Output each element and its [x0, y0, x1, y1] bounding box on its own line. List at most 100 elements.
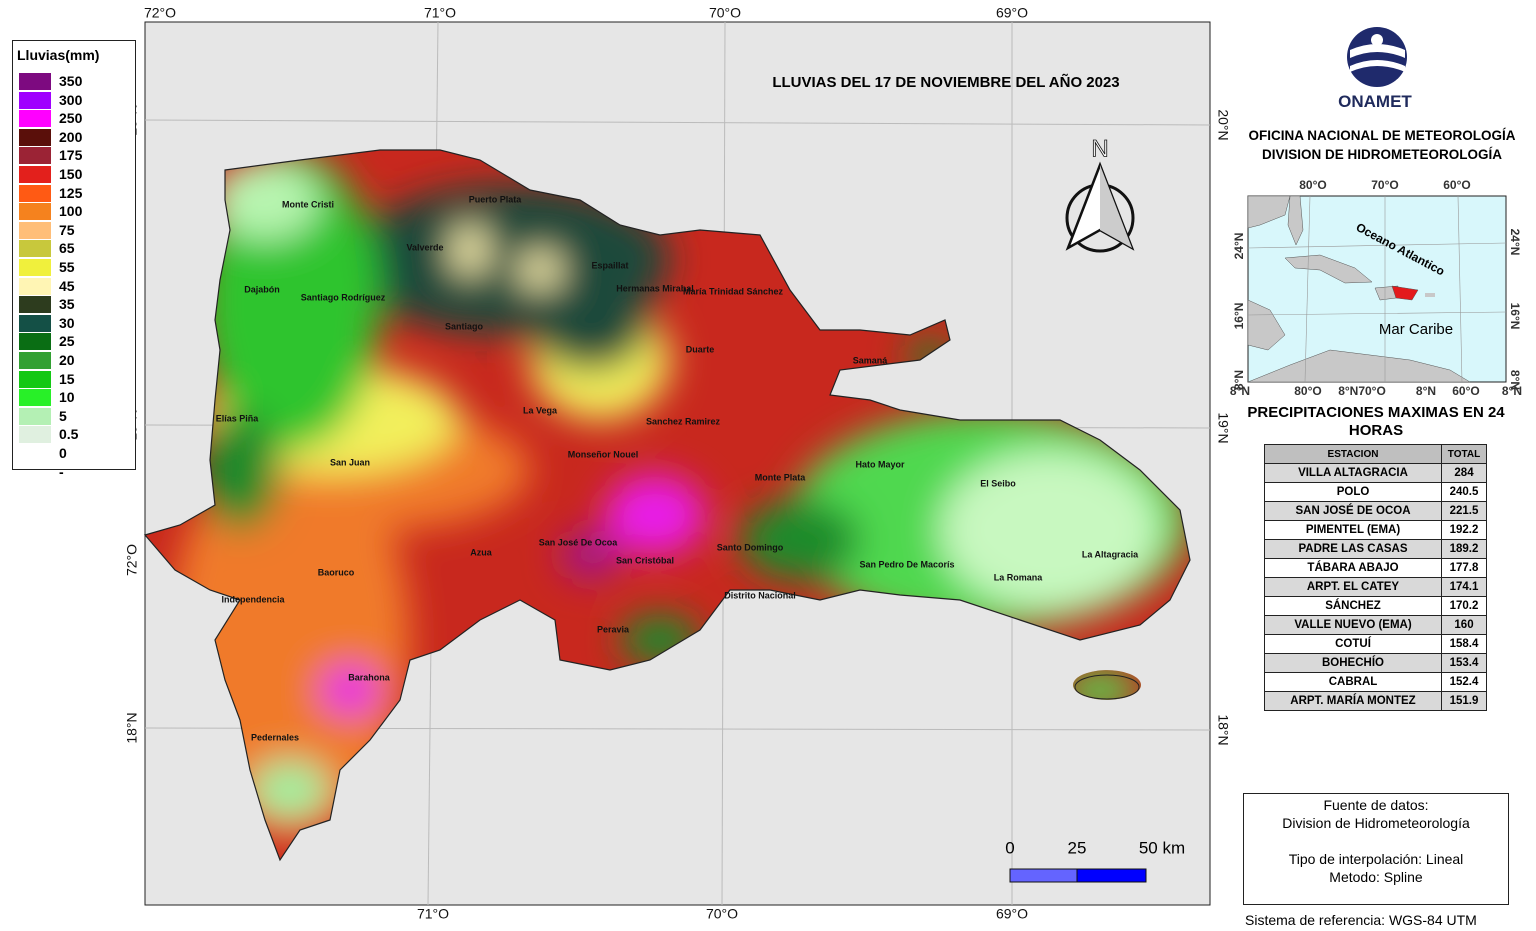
legend-label: 15 — [59, 370, 75, 387]
province-label: Pedernales — [251, 732, 299, 742]
station-cell: BOHECHÍO — [1264, 653, 1442, 673]
org-acronym: ONAMET — [1338, 92, 1412, 111]
table-row: POLO 240.5 — [1264, 482, 1487, 502]
legend-label: 0 — [59, 445, 67, 461]
legend-swatch — [19, 166, 51, 183]
province-label: La Altagracia — [1082, 549, 1139, 559]
inset-graticule-label: 24°N — [1508, 229, 1522, 256]
scale-label: 50 km — [1139, 838, 1185, 857]
legend-swatch — [19, 73, 51, 90]
station-cell: VILLA ALTAGRACIA — [1264, 463, 1442, 483]
legend-label: 350 — [59, 73, 83, 89]
scale-bar — [1076, 868, 1147, 883]
legend: Lluvias(mm) 350 300 250 200 175 150 125 100 75 65 5… — [12, 40, 136, 480]
legend-swatch — [19, 240, 51, 258]
total-cell: 160 — [1441, 615, 1487, 635]
table-row: VILLA ALTAGRACIA 284 — [1264, 463, 1487, 483]
column-header: ESTACION — [1264, 444, 1442, 464]
north-label: N — [1091, 135, 1108, 162]
province-label: San Cristóbal — [616, 555, 674, 565]
legend-swatch — [19, 352, 51, 369]
legend-swatch — [19, 184, 51, 202]
inset-graticule-label: 16°N — [1508, 303, 1522, 330]
graticule-label: 70°O — [709, 5, 741, 21]
station-cell: ARPT. MARÍA MONTEZ — [1264, 691, 1442, 711]
legend-swatch — [19, 333, 51, 351]
max-rain-table: ESTACION TOTAL VILLA ALTAGRACIA 284 POLO 240.… — [1264, 444, 1487, 711]
total-cell: 192.2 — [1441, 520, 1487, 540]
legend-swatch — [19, 314, 51, 332]
source-box: Fuente de datos: Division de Hidrometeoro… — [1243, 793, 1509, 905]
table-row: COTUÍ 158.4 — [1264, 634, 1487, 654]
province-label: San Juan — [330, 457, 370, 467]
province-label: Espaillat — [591, 260, 628, 270]
inset-map — [1247, 195, 1507, 383]
source-line: Tipo de interpolación: Lineal — [1288, 851, 1464, 867]
column-header: TOTAL — [1441, 444, 1487, 464]
legend-swatch — [19, 128, 51, 146]
province-label: Duarte — [686, 344, 715, 354]
legend-swatch — [19, 277, 51, 295]
station-cell: PIMENTEL (EMA) — [1264, 520, 1442, 540]
graticule-label: 69°O — [996, 906, 1028, 922]
province-label: Baoruco — [318, 567, 355, 577]
inset-graticule-label: 8°N — [1416, 384, 1436, 398]
province-label: San Pedro De Macorís — [859, 559, 954, 569]
total-cell: 153.4 — [1441, 653, 1487, 673]
legend-swatch — [19, 370, 51, 388]
source-line: Division de Hidrometeorología — [1282, 815, 1470, 831]
province-label: Independencia — [221, 594, 285, 604]
logo — [1347, 27, 1407, 87]
inset-graticule-label: 8°N — [1232, 370, 1246, 390]
graticule-label: 18°N — [124, 712, 140, 743]
table-row: BOHECHÍO 153.4 — [1264, 653, 1487, 673]
legend-swatch — [19, 147, 51, 165]
province-label: Monseñor Nouel — [568, 449, 639, 459]
legend-label: 20 — [59, 352, 75, 368]
total-cell: 170.2 — [1441, 596, 1487, 616]
table-row: ARPT. MARÍA MONTEZ 151.9 — [1264, 691, 1487, 711]
province-label: Monte Plata — [755, 472, 807, 482]
table-header: ESTACION TOTAL — [1264, 444, 1487, 464]
north-arrow — [1065, 161, 1135, 253]
legend-swatch — [19, 445, 51, 462]
scale-label: 0 — [1005, 838, 1014, 857]
reference-system: Sistema de referencia: WGS-84 UTM — [1245, 912, 1477, 928]
org-name: OFICINA NACIONAL DE METEOROLOGÍA — [1248, 128, 1516, 143]
station-cell: POLO — [1264, 482, 1442, 502]
graticule-label: 20°N — [1215, 109, 1231, 140]
legend-label: 55 — [59, 259, 75, 275]
province-label: Azua — [470, 547, 492, 557]
graticule-label: 18°N — [1215, 714, 1231, 745]
station-cell: CABRAL — [1264, 672, 1442, 692]
total-cell: 177.8 — [1441, 558, 1487, 578]
source-line — [1244, 832, 1508, 850]
coastline — [143, 149, 1191, 862]
legend-label: 35 — [59, 296, 75, 313]
legend-swatch — [19, 296, 51, 314]
inset-graticule-label: 80°O — [1294, 384, 1321, 398]
graticule-label: 69°O — [996, 5, 1028, 21]
province-label: Samaná — [853, 355, 889, 365]
table-row: VALLE NUEVO (EMA) 160 — [1264, 615, 1487, 635]
legend-label: 0.5 — [59, 426, 79, 443]
table-row: PIMENTEL (EMA) 192.2 — [1264, 520, 1487, 540]
legend-label: 300 — [59, 91, 83, 108]
table-row: CABRAL 152.4 — [1264, 672, 1487, 692]
legend-label: 65 — [59, 240, 75, 257]
station-cell: VALLE NUEVO (EMA) — [1264, 615, 1442, 635]
legend-label: 125 — [59, 184, 83, 201]
table-row: TÁBARA ABAJO 177.8 — [1264, 558, 1487, 578]
station-cell: COTUÍ — [1264, 634, 1442, 654]
table-row: SÁNCHEZ 170.2 — [1264, 596, 1487, 616]
island-outline — [1074, 674, 1140, 700]
province-label: Peravia — [597, 624, 630, 634]
province-label: El Seibo — [980, 478, 1016, 488]
legend-swatch — [19, 221, 51, 239]
legend-label: 75 — [59, 221, 75, 238]
legend-label: 200 — [59, 128, 83, 145]
graticule-label: 71°O — [417, 906, 449, 922]
station-cell: ARPT. EL CATEY — [1264, 577, 1442, 597]
